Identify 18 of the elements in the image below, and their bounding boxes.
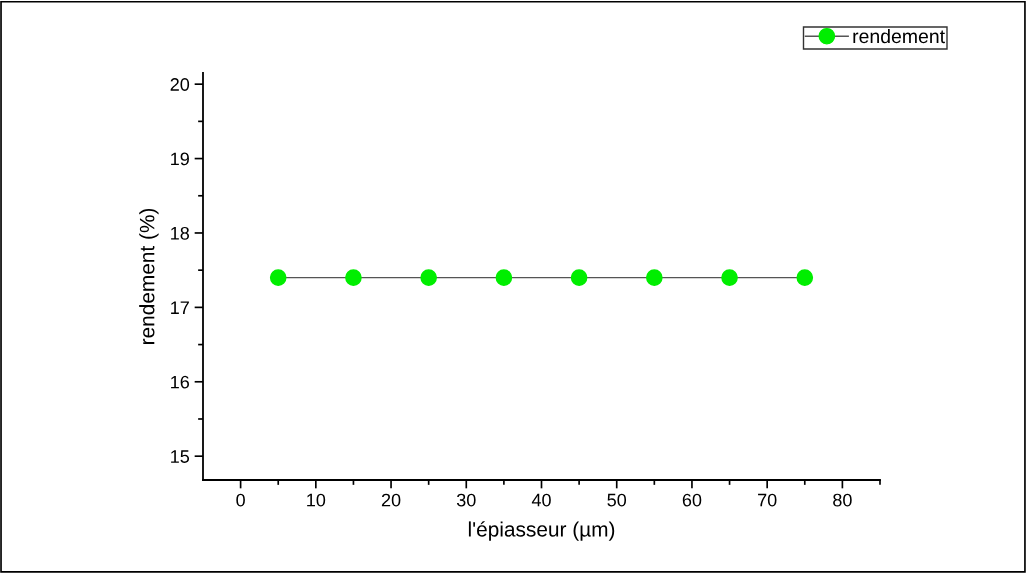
y-axis-title: rendement (%) [139, 208, 159, 344]
x-tick-label: 0 [236, 493, 245, 507]
legend-label: rendement [853, 28, 945, 44]
y-tick-label: 15 [171, 450, 190, 463]
x-tick-label: 40 [531, 493, 551, 507]
x-tick-label: 60 [682, 493, 702, 507]
x-tick-label: 50 [607, 493, 627, 507]
x-tick-label: 20 [381, 493, 401, 507]
y-tick-label: 20 [170, 78, 190, 91]
x-tick-label: 10 [307, 493, 326, 507]
x-tick-label: 70 [758, 493, 777, 507]
y-tick-label: 17 [171, 301, 189, 314]
x-tick-label: 30 [456, 493, 476, 507]
y-tick-label: 18 [171, 226, 190, 240]
y-tick-label: 16 [171, 375, 190, 389]
x-tick-label: 80 [833, 493, 852, 507]
x-axis-title: l'épiasseur (µm) [468, 521, 615, 541]
y-tick-label: 19 [171, 152, 189, 166]
